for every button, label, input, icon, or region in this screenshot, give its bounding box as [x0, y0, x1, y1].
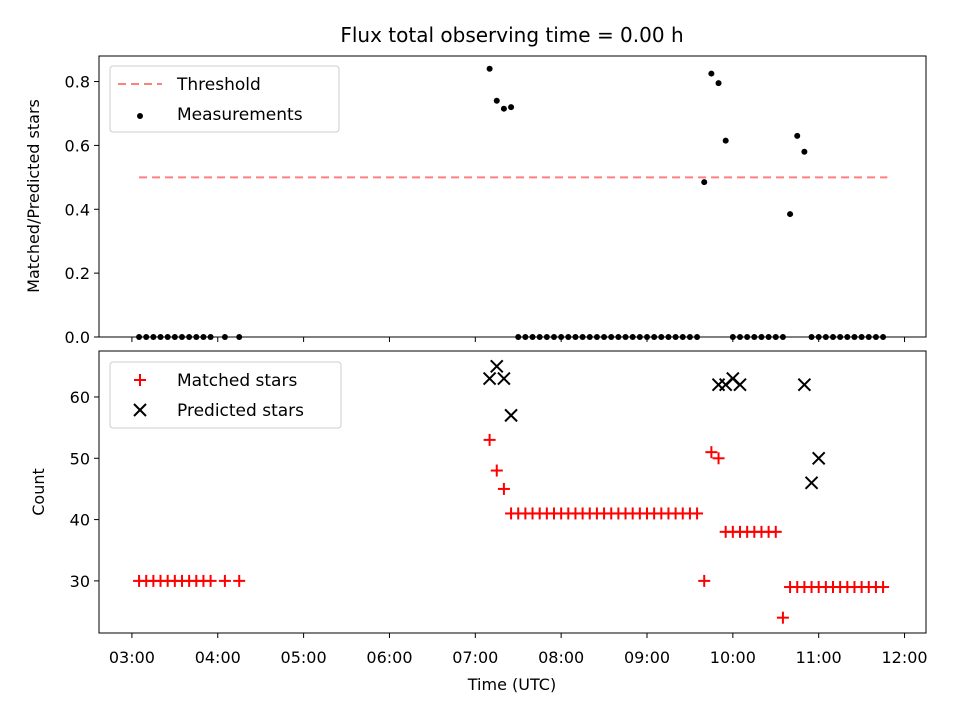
measurement-point: [722, 137, 729, 144]
y-tick-label: 0.6: [65, 136, 90, 155]
x-axis-label: Time (UTC): [467, 675, 556, 694]
measurement-point: [794, 132, 801, 139]
ratio-y-ticks: 0.0 0.2 0.4 0.6 0.8: [65, 73, 99, 347]
legend-threshold-label: Threshold: [176, 75, 261, 95]
measurement-point: [500, 105, 507, 112]
matched-star-point: [877, 581, 890, 594]
legend-matched-swatch: [134, 374, 146, 386]
measurement-point: [493, 97, 500, 104]
matched-star-point: [691, 507, 704, 520]
x-tick-label: 11:00: [796, 648, 842, 667]
measurement-point: [508, 104, 515, 111]
ratio-axes-frame: [98, 55, 927, 338]
y-tick-label: 50: [70, 449, 90, 468]
ratio-y-axis-label: Matched/Predicted stars: [24, 99, 43, 293]
measurement-point: [787, 211, 794, 218]
matched-star-point: [769, 525, 782, 538]
predicted-stars-series: [482, 359, 826, 490]
x-tick-label: 10:00: [710, 648, 756, 667]
x-tick-label: 05:00: [281, 648, 327, 667]
count-y-ticks: 30 40 50 60: [70, 388, 99, 591]
matched-star-point: [705, 446, 718, 459]
count-x-ticks: 03:00 04:00 05:00 06:00 07:00 08:00 09:00 10:00…: [109, 633, 928, 667]
predicted-star-point: [811, 451, 826, 465]
plot-title: Flux total observing time = 0.00 h: [340, 23, 683, 47]
x-tick-label: 03:00: [109, 648, 155, 667]
measurement-point: [708, 70, 715, 77]
legend-matched-label: Matched stars: [177, 371, 297, 391]
measurement-point: [701, 179, 708, 186]
ratio-panel: 0.00.20.40.60.8 Matched/Predicted stars …: [24, 55, 927, 347]
predicted-star-point: [797, 378, 812, 392]
y-tick-label: 40: [70, 511, 90, 530]
matched-star-point: [218, 574, 231, 587]
y-tick-label: 0.8: [65, 73, 90, 92]
ratio-legend-box: [109, 65, 340, 133]
ratio-x-ticks: [131, 337, 906, 342]
matched-stars-series: [133, 433, 890, 624]
matched-star-point: [483, 433, 496, 446]
legend-predicted-label: Predicted stars: [177, 401, 304, 421]
x-tick-label: 07:00: [452, 648, 498, 667]
matched-star-point: [490, 464, 503, 477]
matched-star-point: [233, 574, 246, 587]
measurement-point: [715, 80, 722, 87]
count-legend: Matched stars Predicted stars: [109, 361, 342, 429]
matched-star-point: [712, 452, 725, 465]
x-tick-label: 06:00: [366, 648, 412, 667]
predicted-star-point: [482, 371, 497, 386]
count-plot-area: [133, 359, 890, 624]
x-tick-label: 09:00: [624, 648, 670, 667]
matched-star-point: [698, 574, 711, 587]
y-tick-label: 0.0: [65, 328, 90, 347]
count-axes-frame: [98, 350, 927, 634]
predicted-star-point: [504, 408, 518, 423]
matched-star-point: [497, 482, 510, 495]
measurement-point: [486, 65, 493, 72]
y-tick-label: 60: [70, 388, 90, 407]
y-tick-label: 0.4: [65, 200, 90, 219]
x-tick-label: 04:00: [195, 648, 241, 667]
x-tick-label: 12:00: [881, 648, 927, 667]
predicted-star-point: [490, 359, 504, 374]
predicted-star-point: [804, 476, 819, 490]
count-y-axis-label: Count: [29, 468, 48, 516]
legend-measurements-swatch: [137, 113, 143, 119]
matched-star-point: [776, 611, 789, 624]
predicted-star-point: [497, 371, 511, 386]
matched-star-point: [204, 574, 217, 587]
legend-measurements-label: Measurements: [177, 105, 303, 125]
y-tick-label: 0.2: [65, 264, 90, 283]
count-legend-box: [109, 361, 342, 429]
measurement-point: [801, 148, 808, 155]
legend-predicted-swatch: [133, 403, 147, 417]
y-tick-label: 30: [70, 572, 90, 591]
x-tick-label: 08:00: [538, 648, 584, 667]
predicted-star-point: [733, 378, 747, 392]
ratio-legend: Threshold Measurements: [109, 65, 340, 133]
